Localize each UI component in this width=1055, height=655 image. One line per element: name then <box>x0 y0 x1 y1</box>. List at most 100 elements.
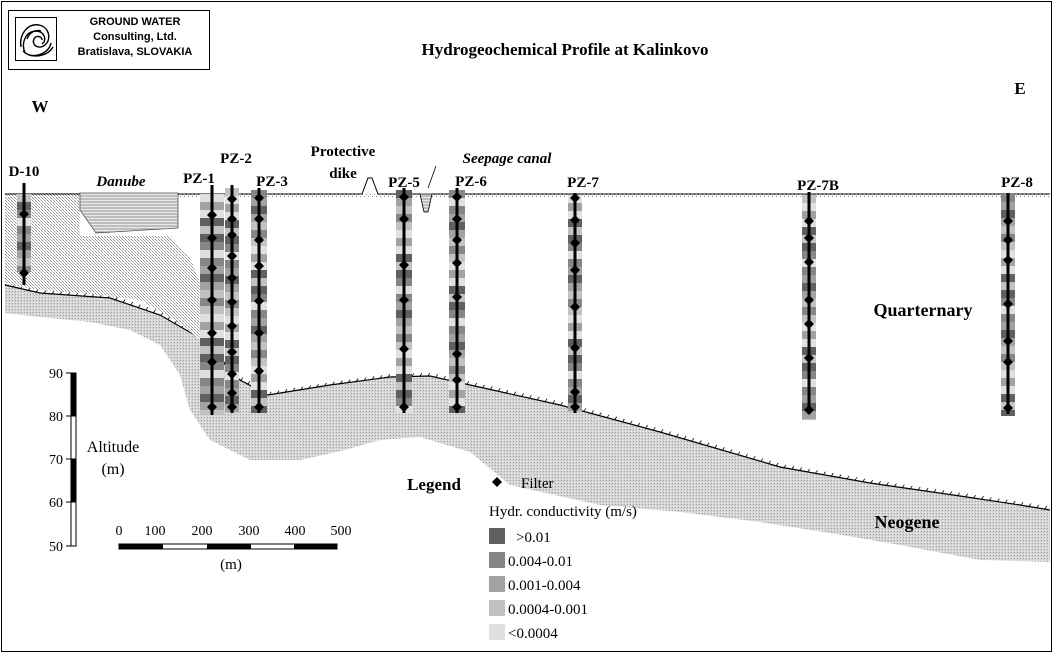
neogene-layer <box>5 285 1050 562</box>
distance-tick-200: 200 <box>192 524 213 539</box>
distance-tick-300: 300 <box>239 524 260 539</box>
legend-class-label: 0.004-0.01 <box>508 554 573 570</box>
filter-marker <box>570 402 580 412</box>
filter-marker <box>1003 403 1013 413</box>
filter-marker <box>1003 336 1013 346</box>
filter-marker <box>804 353 814 363</box>
well-label: PZ-3 <box>256 174 288 190</box>
filter-marker <box>804 257 814 267</box>
well-label: PZ-2 <box>220 151 252 167</box>
dike-label-line2: dike <box>329 166 357 182</box>
distance-scale: 0 100 200 300 400 500 (m) <box>116 524 352 573</box>
altitude-tick-50: 50 <box>49 540 63 555</box>
filter-marker <box>254 328 264 338</box>
filter-marker <box>452 375 462 385</box>
filter-marker <box>227 347 237 357</box>
company-line1: GROUND WATER <box>89 16 181 28</box>
filter-marker <box>399 260 409 270</box>
filter-marker <box>207 402 217 412</box>
filter-marker <box>570 215 580 225</box>
ground-surface-line <box>5 177 1050 195</box>
filter-marker <box>254 214 264 224</box>
filter-marker <box>804 319 814 329</box>
filter-marker <box>399 192 409 202</box>
filter-marker <box>227 388 237 398</box>
filter-marker <box>1003 255 1013 265</box>
filter-marker <box>207 263 217 273</box>
filter-marker <box>207 233 217 243</box>
profile-title: Hydrogeochemical Profile at Kalinkovo <box>422 40 709 59</box>
filter-marker <box>227 273 237 283</box>
seepage-canal-shape <box>419 193 433 213</box>
legend-classes: >0.01 0.004-0.01 0.001-0.004 0.0004-0.001 <0… <box>489 528 588 642</box>
well-label: PZ-6 <box>455 174 487 190</box>
east-label: E <box>1014 79 1025 98</box>
filter-marker <box>254 402 264 412</box>
neogene-label: Neogene <box>875 512 940 532</box>
altitude-tick-80: 80 <box>49 410 63 425</box>
well-pz-5: PZ-5 <box>388 175 420 413</box>
filter-marker <box>804 216 814 226</box>
filter-marker <box>570 238 580 248</box>
filter-marker <box>452 402 462 412</box>
filter-marker <box>570 343 580 353</box>
conductivity-band <box>802 419 816 420</box>
filter-marker <box>570 265 580 275</box>
well-label: PZ-7 <box>567 175 599 191</box>
legend-swatch <box>489 624 505 640</box>
well-pz-2: PZ-2 <box>220 151 252 413</box>
legend-title: Legend <box>407 475 461 494</box>
legend-swatch <box>489 600 505 616</box>
filter-marker <box>399 295 409 305</box>
filter-marker <box>254 366 264 376</box>
filter-marker <box>227 251 237 261</box>
wells-layer: D-10 PZ-1 PZ-2PZ-3 PZ-5 PZ-6 PZ-7 PZ-7B PZ-8 <box>9 151 1033 420</box>
legend-conductivity-title: Hydr. conductivity (m/s) <box>489 504 637 520</box>
company-name: GROUND WATER Consulting, Ltd. Bratislava… <box>65 15 205 60</box>
legend-class-label: 0.001-0.004 <box>508 578 581 594</box>
filter-marker <box>207 295 217 305</box>
well-label: PZ-7B <box>797 178 839 194</box>
filter-marker <box>254 235 264 245</box>
distance-unit: (m) <box>220 557 242 573</box>
legend: Legend Filter Hydr. conductivity (m/s) >… <box>407 475 637 642</box>
well-d-10: D-10 <box>9 164 40 285</box>
filter-marker <box>570 193 580 203</box>
well-pz-7b: PZ-7B <box>797 178 839 420</box>
legend-filter-label: Filter <box>521 476 554 492</box>
filter-marker <box>227 230 237 240</box>
well-pz-6: PZ-6 <box>449 174 487 413</box>
distance-tick-0: 0 <box>116 524 123 539</box>
filter-marker <box>1003 357 1013 367</box>
filter-marker <box>399 214 409 224</box>
filter-marker <box>452 349 462 359</box>
filter-marker <box>207 357 217 367</box>
filter-marker <box>207 210 217 220</box>
filter-marker <box>1003 299 1013 309</box>
altitude-label-line2: (m) <box>101 461 124 478</box>
seepage-canal-pointer <box>427 165 437 189</box>
company-logo-icon <box>15 17 57 61</box>
filter-marker <box>19 209 29 219</box>
filter-marker <box>227 297 237 307</box>
filter-marker <box>254 193 264 203</box>
filter-marker <box>227 194 237 204</box>
filter-marker <box>570 387 580 397</box>
well-label: D-10 <box>9 164 40 180</box>
altitude-tick-60: 60 <box>49 496 63 511</box>
danube-water <box>79 192 179 234</box>
legend-filter-marker <box>492 477 502 487</box>
well-pz-1: PZ-1 <box>183 171 224 415</box>
west-label: W <box>32 97 49 116</box>
filter-marker <box>804 233 814 243</box>
distance-tick-100: 100 <box>145 524 166 539</box>
filter-marker <box>1003 216 1013 226</box>
well-label: PZ-8 <box>1001 175 1033 191</box>
seepage-canal-label: Seepage canal <box>463 151 553 167</box>
altitude-axis: 90 80 70 60 50 Altitude (m) <box>49 367 139 555</box>
filter-marker <box>254 261 264 271</box>
filter-marker <box>399 344 409 354</box>
legend-class-label: 0.0004-0.001 <box>508 602 588 618</box>
